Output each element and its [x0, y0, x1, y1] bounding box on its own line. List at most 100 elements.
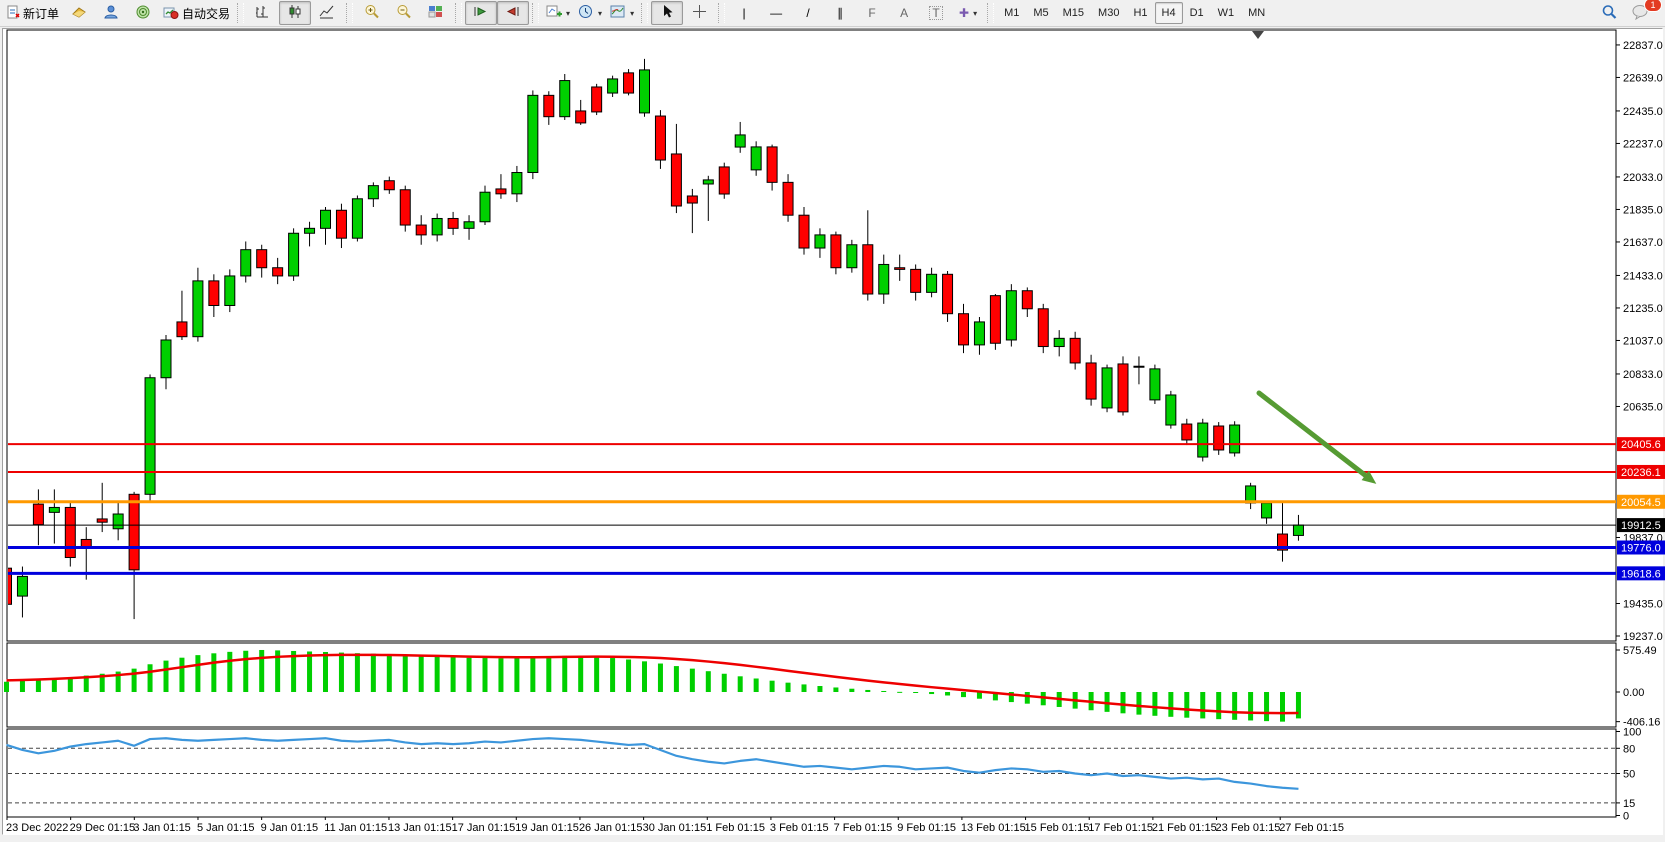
svg-text:0.00: 0.00	[1623, 687, 1644, 699]
svg-text:9 Feb 01:15: 9 Feb 01:15	[897, 822, 956, 834]
timeframe-d1-button[interactable]: D1	[1189, 7, 1204, 19]
indicators-button[interactable]: ▾	[542, 1, 574, 25]
time-axis[interactable]: 23 Dec 2022 29 Dec 01:153 Jan 01:15 5 Jan …	[6, 817, 1344, 834]
trend-arrow[interactable]	[1256, 390, 1377, 484]
svg-text:17 Feb 01:15: 17 Feb 01:15	[1088, 822, 1153, 834]
text-label-button[interactable]: T	[920, 1, 952, 25]
svg-text:23 Dec 2022: 23 Dec 2022	[6, 822, 68, 834]
cursor-button[interactable]	[651, 1, 684, 25]
crosshair-button[interactable]	[683, 1, 715, 25]
svg-text:21433.0: 21433.0	[1623, 270, 1663, 282]
timeframe-mn-button[interactable]: MN	[1248, 7, 1266, 19]
vertical-line-icon: |	[742, 6, 746, 20]
line-chart-icon	[319, 4, 335, 22]
svg-text:20635.0: 20635.0	[1623, 401, 1663, 413]
zoom-in-button[interactable]	[356, 1, 388, 25]
channel-icon: ∥	[837, 6, 844, 20]
svg-text:22639.0: 22639.0	[1623, 72, 1663, 84]
autotrading-icon	[163, 5, 179, 22]
trendline-button[interactable]: /	[792, 1, 824, 25]
fibonacci-button[interactable]: F	[856, 1, 888, 25]
svg-text:7 Feb 01:15: 7 Feb 01:15	[834, 822, 893, 834]
dropdown-caret: ▾	[973, 8, 978, 18]
price-axis: 22837.0 22639.0 22435.0 22237.0 22033.0 21835…	[1616, 40, 1663, 643]
svg-text:27 Feb 01:15: 27 Feb 01:15	[1279, 822, 1344, 834]
arrows-tool-button[interactable]: ✚ ▾	[952, 1, 984, 25]
svg-text:29 Dec 01:15: 29 Dec 01:15	[70, 822, 135, 834]
svg-text:21037.0: 21037.0	[1623, 335, 1663, 347]
search-button[interactable]	[1593, 1, 1625, 25]
svg-text:80: 80	[1623, 743, 1635, 755]
svg-text:-406.16: -406.16	[1623, 717, 1660, 729]
svg-text:22837.0: 22837.0	[1623, 40, 1663, 52]
market-watch-button[interactable]	[63, 1, 95, 25]
svg-text:22033.0: 22033.0	[1623, 172, 1663, 184]
timeframe-m1-button[interactable]: M1	[1004, 7, 1020, 19]
toolbar-right: 1	[1593, 0, 1662, 25]
svg-text:20236.1: 20236.1	[1621, 467, 1661, 479]
gold-icon	[71, 5, 87, 22]
timeframe-w1-button[interactable]: W1	[1217, 7, 1235, 19]
timeframe-m30-button[interactable]: M30	[1098, 7, 1120, 19]
timeframe-m15-button[interactable]: M15	[1062, 7, 1085, 19]
horizontal-line-icon: —	[770, 6, 783, 20]
svg-text:20405.6: 20405.6	[1621, 439, 1661, 451]
toolbar-separator	[987, 3, 995, 23]
svg-text:21235.0: 21235.0	[1623, 303, 1663, 315]
crosshair-icon	[692, 4, 707, 22]
tile-windows-button[interactable]	[420, 1, 452, 25]
autotrading-button[interactable]: 自动交易	[159, 1, 234, 25]
svg-text:20833.0: 20833.0	[1623, 369, 1663, 381]
chart-panels	[6, 29, 1617, 818]
macd-axis: 575.49 0.00 -406.16	[1616, 645, 1660, 729]
new-order-icon	[6, 5, 20, 22]
timeframe-h1-button[interactable]: H1	[1133, 7, 1148, 19]
text-button[interactable]: A	[888, 1, 920, 25]
svg-text:19912.5: 19912.5	[1621, 520, 1661, 532]
notifications-button[interactable]: 1	[1625, 0, 1662, 25]
bar-chart-icon	[255, 4, 271, 22]
zoom-in-icon	[364, 4, 380, 22]
toolbar-separator	[346, 3, 354, 23]
new-order-label: 新订单	[23, 6, 60, 21]
auto-scroll-icon	[473, 4, 489, 22]
level-lines[interactable]: 20405.6 20236.1 20054.5 19912.5 19776.0 19618…	[8, 437, 1665, 581]
svg-text:19618.6: 19618.6	[1621, 568, 1661, 580]
macd-histogram	[4, 649, 1301, 722]
indicators-icon	[546, 4, 563, 22]
svg-text:9 Jan 01:15: 9 Jan 01:15	[261, 822, 319, 834]
chart-line-button[interactable]	[311, 1, 343, 25]
autotrading-label: 自动交易	[182, 6, 231, 21]
strategy-tester-button[interactable]	[95, 1, 127, 25]
fibonacci-icon: F	[868, 6, 876, 20]
timeframe-m5-button[interactable]: M5	[1033, 7, 1049, 19]
periods-button[interactable]: ▾	[574, 1, 606, 25]
equidistant-channel-button[interactable]: ∥	[824, 1, 856, 25]
clock-icon	[578, 4, 594, 22]
svg-text:19435.0: 19435.0	[1623, 598, 1663, 610]
chart-candles-button[interactable]	[279, 1, 312, 25]
svg-text:13 Jan 01:15: 13 Jan 01:15	[388, 822, 452, 834]
zoom-out-icon	[396, 4, 412, 22]
template-icon	[610, 4, 626, 22]
zoom-out-button[interactable]	[388, 1, 420, 25]
cursor-icon	[660, 4, 674, 22]
new-order-button[interactable]: 新订单	[2, 1, 63, 25]
svg-text:1 Feb 01:15: 1 Feb 01:15	[706, 822, 765, 834]
vertical-line-button[interactable]: |	[728, 1, 760, 25]
toolbar: 新订单 自动交易	[0, 0, 1665, 27]
auto-scroll-button[interactable]	[465, 1, 498, 25]
templates-button[interactable]: ▾	[606, 1, 638, 25]
svg-text:0: 0	[1623, 811, 1629, 823]
horizontal-line-button[interactable]: —	[760, 1, 792, 25]
chart-bars-button[interactable]	[247, 1, 279, 25]
toolbar-separator	[455, 3, 463, 23]
timeframe-h4-button[interactable]: H4	[1154, 2, 1183, 24]
profile-icon	[103, 5, 119, 22]
svg-text:13 Feb 01:15: 13 Feb 01:15	[961, 822, 1026, 834]
chart-shift-button[interactable]	[497, 1, 530, 25]
signals-button[interactable]	[127, 1, 159, 25]
text-icon: A	[900, 6, 909, 20]
svg-text:21835.0: 21835.0	[1623, 204, 1663, 216]
